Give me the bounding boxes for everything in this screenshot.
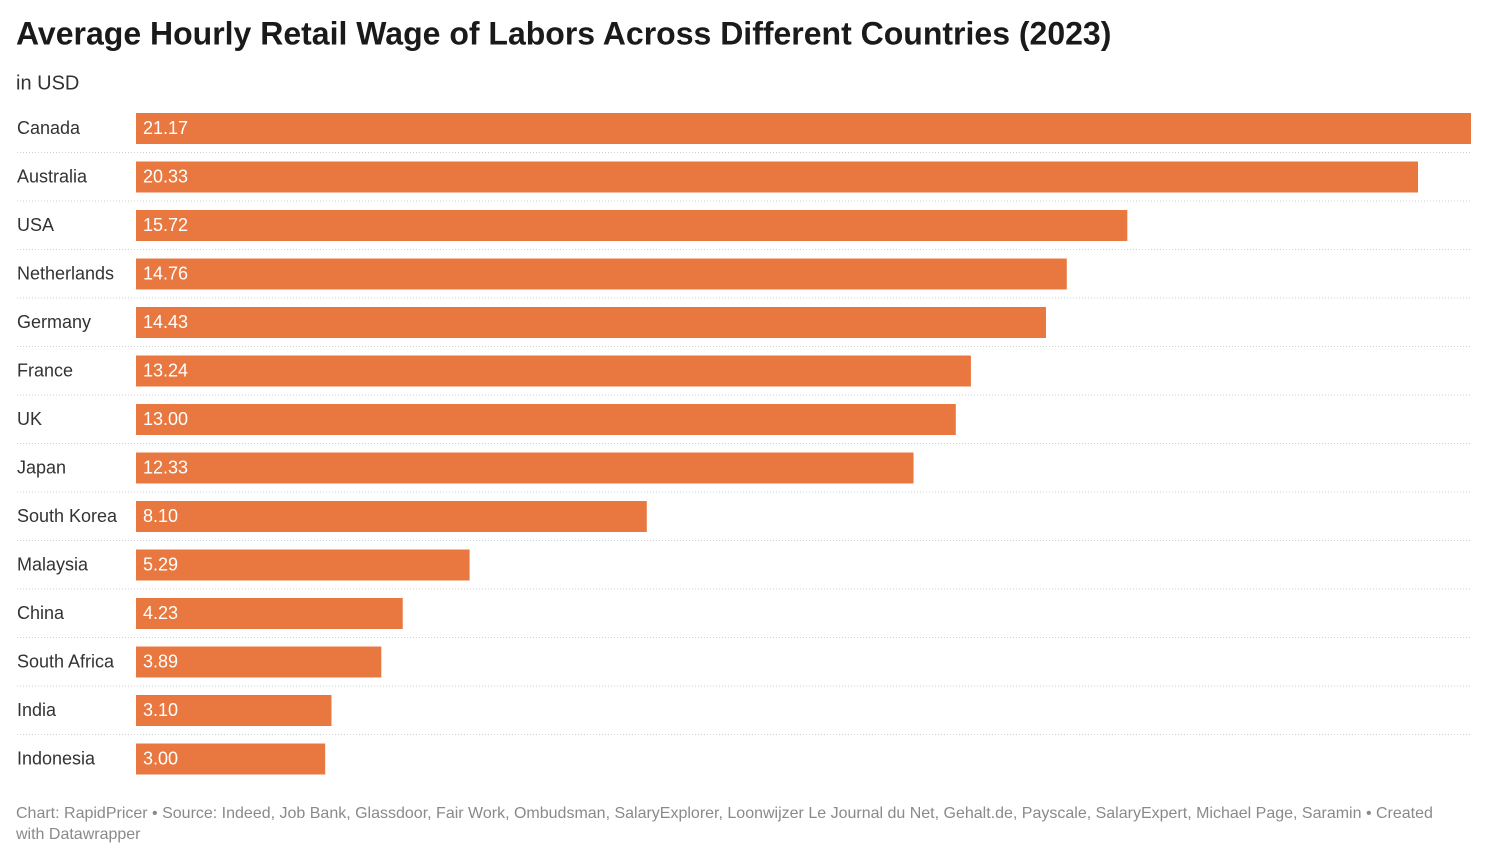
category-label: Japan	[17, 457, 66, 477]
category-label: Australia	[17, 166, 88, 186]
category-label: South Africa	[17, 651, 115, 671]
category-label: Malaysia	[17, 554, 89, 574]
value-label: 3.89	[143, 651, 178, 671]
bar	[136, 404, 956, 435]
category-label: France	[17, 360, 73, 380]
chart-title: Average Hourly Retail Wage of Labors Acr…	[16, 15, 1111, 51]
bar	[136, 743, 326, 775]
value-label: 13.00	[143, 409, 188, 429]
category-label: Netherlands	[17, 263, 114, 283]
category-label: India	[17, 700, 57, 720]
category-label: South Korea	[17, 506, 118, 526]
bar	[136, 113, 1471, 144]
category-label: USA	[17, 215, 54, 235]
value-label: 3.00	[143, 748, 178, 768]
value-label: 14.76	[143, 263, 188, 283]
value-label: 21.17	[143, 118, 188, 138]
chart: Average Hourly Retail Wage of Labors Acr…	[16, 15, 1471, 775]
value-label: 3.10	[143, 700, 178, 720]
category-label: Germany	[17, 312, 91, 332]
bar	[136, 501, 647, 532]
value-label: 14.43	[143, 312, 188, 332]
footer: Chart: RapidPricer • Source: Indeed, Job…	[16, 805, 1433, 843]
value-label: 4.23	[143, 603, 178, 623]
value-label: 5.29	[143, 554, 178, 574]
value-label: 8.10	[143, 506, 178, 526]
value-label: 12.33	[143, 457, 188, 477]
bar	[136, 695, 332, 726]
category-label: Canada	[17, 118, 81, 138]
bar	[136, 210, 1128, 241]
bar	[136, 161, 1419, 193]
chart-subtitle: in USD	[16, 72, 79, 94]
value-label: 20.33	[143, 166, 188, 186]
bar	[136, 452, 914, 484]
bar	[136, 549, 470, 581]
bar	[136, 355, 971, 387]
value-label: 15.72	[143, 215, 188, 235]
bar	[136, 258, 1067, 290]
bar	[136, 646, 382, 678]
category-label: UK	[17, 409, 42, 429]
bar	[136, 598, 403, 629]
value-label: 13.24	[143, 360, 188, 380]
category-label: China	[17, 603, 65, 623]
bar	[136, 307, 1046, 338]
category-label: Indonesia	[17, 748, 96, 768]
